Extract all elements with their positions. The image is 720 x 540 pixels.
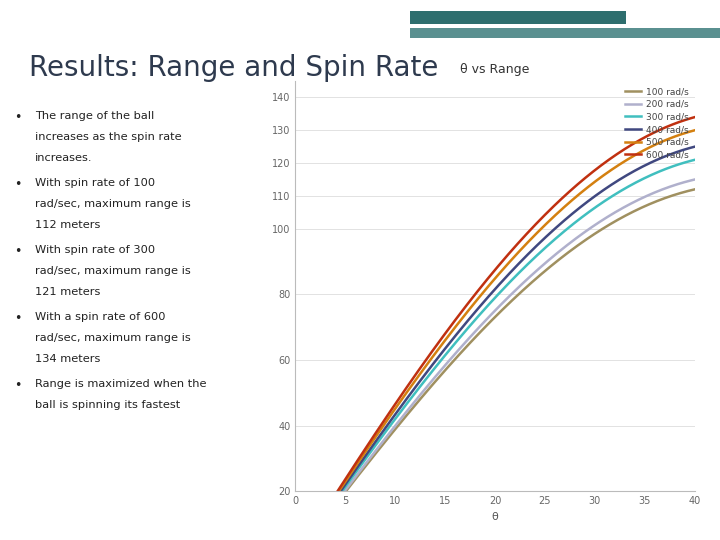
Text: ball is spinning its fastest: ball is spinning its fastest [35, 400, 181, 410]
500 rad/s [301, 539, 310, 540]
100 rad/s [531, 275, 540, 282]
400 rad/s [629, 168, 638, 174]
300 rad/s [302, 538, 311, 540]
200 rad/s [533, 267, 541, 273]
500 rad/s [302, 537, 311, 540]
600 rad/s [629, 140, 638, 147]
Text: Results: Range and Spin Rate: Results: Range and Spin Rate [29, 54, 438, 82]
Text: With spin rate of 100: With spin rate of 100 [35, 178, 156, 188]
Text: increases.: increases. [35, 153, 93, 163]
Text: The range of the ball: The range of the ball [35, 111, 154, 122]
400 rad/s [533, 242, 541, 248]
400 rad/s [654, 156, 662, 163]
Line: 400 rad/s: 400 rad/s [305, 147, 695, 540]
400 rad/s [301, 539, 310, 540]
Line: 300 rad/s: 300 rad/s [305, 160, 695, 540]
600 rad/s [301, 538, 310, 540]
500 rad/s [690, 127, 699, 133]
300 rad/s [539, 246, 548, 253]
300 rad/s [690, 157, 699, 163]
Text: rad/sec, maximum range is: rad/sec, maximum range is [35, 266, 191, 276]
Legend: 100 rad/s, 200 rad/s, 300 rad/s, 400 rad/s, 500 rad/s, 600 rad/s: 100 rad/s, 200 rad/s, 300 rad/s, 400 rad… [621, 84, 692, 163]
200 rad/s [629, 199, 638, 206]
Text: •: • [14, 379, 22, 392]
500 rad/s [654, 140, 662, 146]
X-axis label: θ: θ [492, 512, 498, 522]
600 rad/s [654, 127, 662, 134]
500 rad/s [629, 153, 638, 159]
100 rad/s [302, 539, 311, 540]
Text: 121 meters: 121 meters [35, 287, 101, 296]
100 rad/s [533, 274, 541, 281]
Text: •: • [14, 245, 22, 258]
200 rad/s [302, 539, 311, 540]
100 rad/s [690, 186, 699, 193]
200 rad/s [539, 261, 548, 268]
Text: rad/sec, maximum range is: rad/sec, maximum range is [35, 333, 191, 343]
Text: •: • [14, 312, 22, 325]
Text: increases as the spin rate: increases as the spin rate [35, 132, 181, 142]
600 rad/s [539, 213, 548, 219]
300 rad/s [629, 180, 638, 187]
Line: 500 rad/s: 500 rad/s [305, 130, 695, 540]
600 rad/s [531, 221, 540, 227]
400 rad/s [690, 144, 699, 150]
400 rad/s [539, 236, 548, 242]
200 rad/s [690, 176, 699, 183]
Text: With a spin rate of 600: With a spin rate of 600 [35, 312, 166, 322]
Text: •: • [14, 178, 22, 191]
Line: 200 rad/s: 200 rad/s [305, 179, 695, 540]
Text: 112 meters: 112 meters [35, 220, 101, 229]
Text: rad/sec, maximum range is: rad/sec, maximum range is [35, 199, 191, 209]
100 rad/s [629, 208, 638, 215]
100 rad/s [539, 269, 548, 275]
Title: θ vs Range: θ vs Range [460, 63, 530, 76]
Text: With spin rate of 300: With spin rate of 300 [35, 245, 156, 255]
600 rad/s [690, 114, 699, 120]
Text: 134 meters: 134 meters [35, 354, 101, 363]
Text: •: • [14, 111, 22, 124]
200 rad/s [531, 268, 540, 275]
600 rad/s [302, 536, 311, 540]
200 rad/s [654, 188, 662, 194]
500 rad/s [533, 230, 541, 236]
400 rad/s [302, 537, 311, 540]
500 rad/s [539, 223, 548, 230]
500 rad/s [531, 231, 540, 238]
600 rad/s [533, 220, 541, 226]
Line: 100 rad/s: 100 rad/s [305, 190, 695, 540]
400 rad/s [531, 244, 540, 250]
300 rad/s [654, 168, 662, 175]
300 rad/s [533, 252, 541, 259]
300 rad/s [531, 253, 540, 260]
Line: 600 rad/s: 600 rad/s [305, 117, 695, 540]
100 rad/s [654, 197, 662, 204]
Text: Range is maximized when the: Range is maximized when the [35, 379, 207, 389]
